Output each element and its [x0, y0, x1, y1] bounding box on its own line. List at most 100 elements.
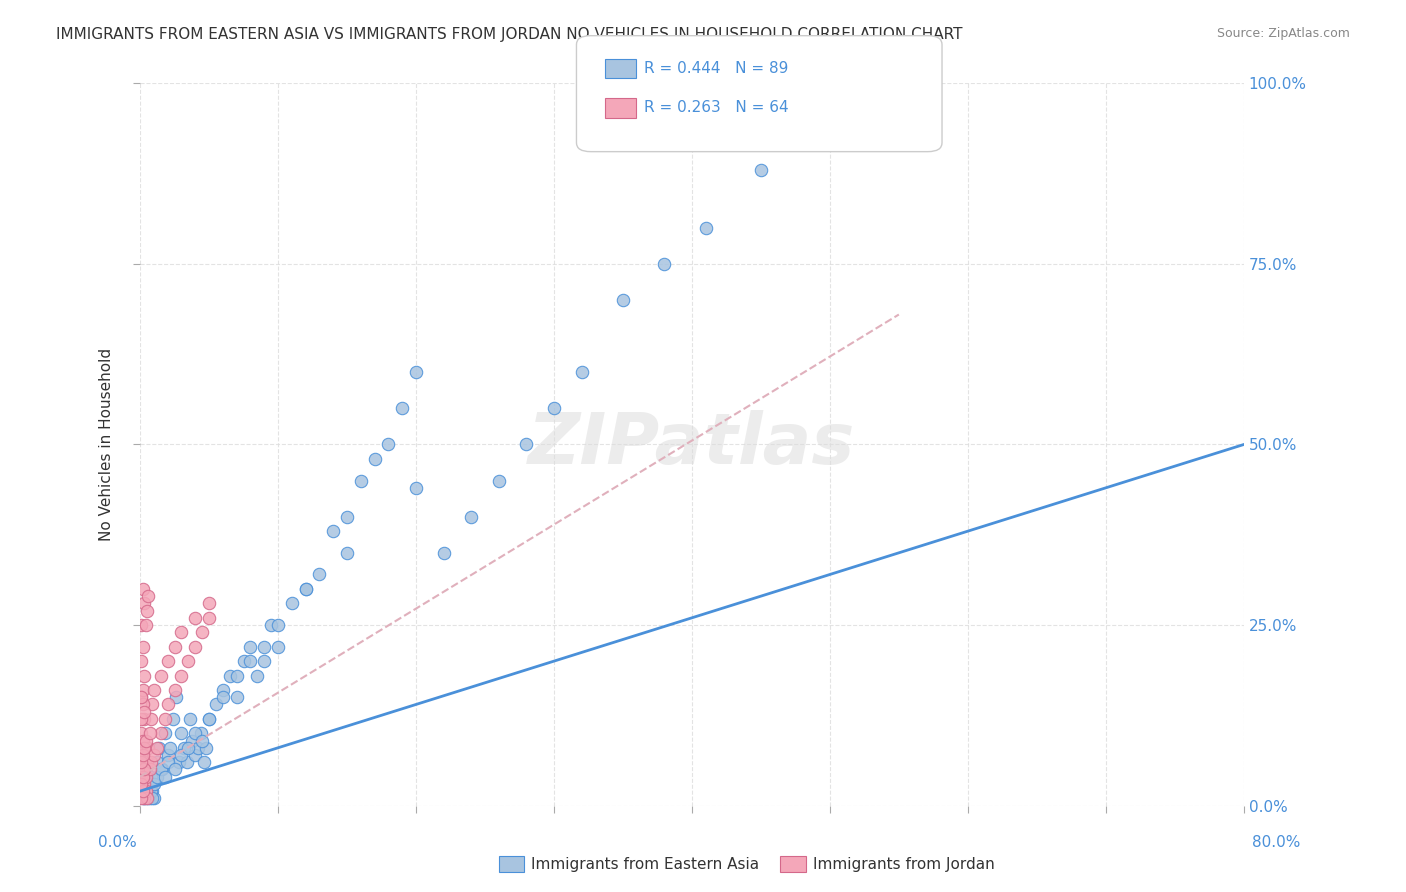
Point	[336, 509, 359, 524]
Point	[131, 770, 153, 784]
Point	[163, 683, 186, 698]
Point	[134, 668, 156, 682]
Point	[294, 582, 316, 596]
Point	[156, 747, 179, 762]
Point	[170, 726, 193, 740]
Point	[336, 546, 359, 560]
Text: 80.0%: 80.0%	[1253, 836, 1301, 850]
Point	[612, 293, 634, 307]
Point	[145, 740, 167, 755]
Point	[363, 452, 385, 467]
Text: R = 0.444   N = 89: R = 0.444 N = 89	[644, 62, 789, 76]
Point	[184, 611, 207, 625]
Point	[162, 712, 184, 726]
Point	[165, 690, 187, 705]
Point	[134, 791, 156, 805]
Point	[135, 791, 157, 805]
Point	[294, 582, 316, 596]
Point	[652, 257, 675, 271]
Point	[132, 784, 155, 798]
Point	[131, 712, 153, 726]
Point	[134, 712, 156, 726]
Point	[322, 524, 344, 538]
Point	[377, 437, 399, 451]
Point	[167, 756, 190, 770]
Point	[267, 640, 290, 654]
Point	[253, 654, 276, 668]
Point	[184, 640, 207, 654]
Point	[134, 791, 156, 805]
Point	[211, 690, 233, 705]
Point	[181, 733, 204, 747]
Point	[136, 777, 159, 791]
Point	[132, 784, 155, 798]
Point	[142, 777, 165, 791]
Point	[198, 611, 221, 625]
Text: 0.0%: 0.0%	[98, 836, 138, 850]
Point	[176, 756, 198, 770]
Point	[135, 770, 157, 784]
Point	[134, 763, 156, 777]
Point	[134, 777, 156, 791]
Point	[131, 690, 153, 705]
Point	[141, 791, 163, 805]
Point	[136, 589, 159, 603]
Point	[134, 596, 156, 610]
Point	[239, 654, 262, 668]
Point	[156, 698, 179, 712]
Point	[135, 763, 157, 777]
Point	[198, 712, 221, 726]
Point	[191, 733, 214, 747]
Point	[131, 770, 153, 784]
Point	[136, 791, 159, 805]
Point	[131, 784, 153, 798]
Point	[267, 618, 290, 632]
Point	[136, 784, 159, 798]
Point	[131, 763, 153, 777]
Point	[153, 712, 176, 726]
Point	[225, 690, 247, 705]
Point	[131, 756, 153, 770]
Point	[149, 726, 172, 740]
Point	[218, 668, 240, 682]
Point	[405, 365, 427, 379]
Point	[131, 747, 153, 762]
Point	[749, 163, 772, 178]
Point	[138, 763, 160, 777]
Point	[571, 365, 593, 379]
Point	[142, 683, 165, 698]
Text: Immigrants from Eastern Asia: Immigrants from Eastern Asia	[531, 857, 759, 871]
Point	[281, 596, 304, 610]
Point	[187, 740, 209, 755]
Point	[198, 596, 221, 610]
Point	[515, 437, 537, 451]
Point	[132, 733, 155, 747]
Point	[131, 791, 153, 805]
Point	[141, 784, 163, 798]
Point	[177, 654, 200, 668]
Point	[156, 756, 179, 770]
Point	[136, 740, 159, 755]
Point	[198, 712, 221, 726]
Text: Immigrants from Jordan: Immigrants from Jordan	[813, 857, 994, 871]
Point	[179, 712, 201, 726]
Point	[145, 756, 167, 770]
Point	[190, 726, 212, 740]
Point	[184, 747, 207, 762]
Point	[211, 683, 233, 698]
Point	[460, 509, 482, 524]
Point	[131, 777, 153, 791]
Point	[135, 784, 157, 798]
Point	[136, 756, 159, 770]
Point	[132, 784, 155, 798]
Point	[132, 791, 155, 805]
Point	[135, 733, 157, 747]
Point	[134, 705, 156, 719]
Point	[173, 740, 195, 755]
Point	[132, 640, 155, 654]
Point	[131, 618, 153, 632]
Text: IMMIGRANTS FROM EASTERN ASIA VS IMMIGRANTS FROM JORDAN NO VEHICLES IN HOUSEHOLD : IMMIGRANTS FROM EASTERN ASIA VS IMMIGRAN…	[56, 27, 963, 42]
Point	[131, 654, 153, 668]
Text: R = 0.263   N = 64: R = 0.263 N = 64	[644, 101, 789, 115]
Point	[142, 747, 165, 762]
